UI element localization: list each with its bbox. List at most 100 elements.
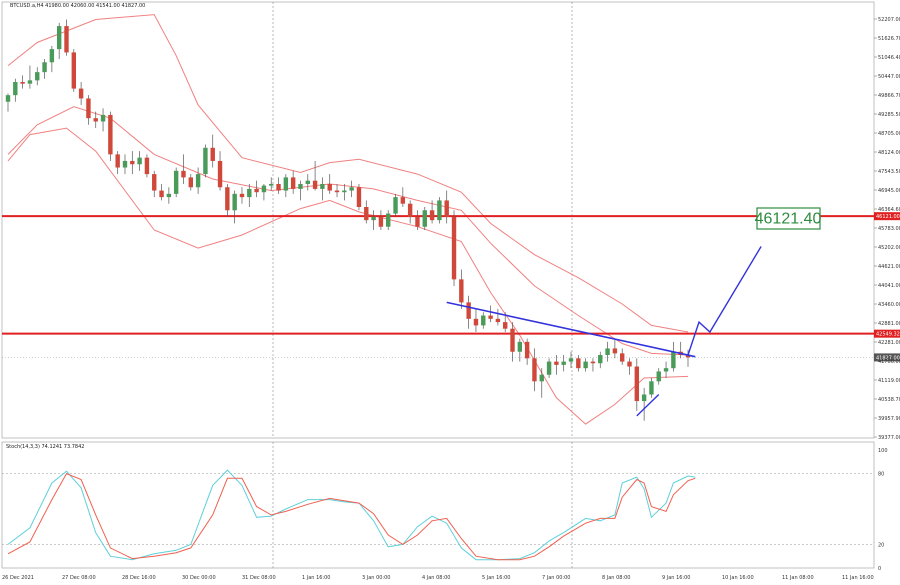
projection-path — [687, 246, 762, 356]
candle-body — [239, 193, 245, 198]
candle-body — [195, 174, 201, 188]
stochastic-lines — [7, 469, 696, 561]
x-tick-label: 11 Jan 08:00 — [782, 575, 814, 581]
candle-body — [685, 355, 691, 358]
candle-body — [100, 114, 106, 122]
projection-segment — [636, 393, 660, 417]
candle-body — [334, 190, 340, 193]
x-tick-label: 31 Dec 08:00 — [242, 575, 276, 581]
candle-body — [590, 361, 596, 364]
x-tick-label: 10 Jan 16:00 — [722, 575, 754, 581]
candle-body — [320, 183, 325, 189]
candle-body — [276, 183, 281, 191]
candle-body — [554, 361, 559, 365]
candle-body — [210, 147, 215, 161]
candle-body — [451, 216, 457, 280]
bollinger-middle — [7, 106, 689, 356]
candle-body — [517, 341, 523, 352]
candle-body — [524, 341, 530, 359]
candle-body — [576, 358, 581, 369]
candles — [5, 19, 691, 421]
candle-body — [290, 177, 296, 189]
horizontal-levels: 46121.00 42549.32 41827.00 — [2, 212, 900, 362]
y-tick-label: 45783.00 — [878, 226, 900, 232]
x-tick-label: 27 Dec 08:00 — [62, 575, 96, 581]
candle-body — [349, 187, 354, 191]
candle-body — [217, 160, 223, 188]
x-tick-label: 9 Jan 16:00 — [662, 575, 690, 581]
drawings — [446, 246, 762, 417]
candle-body — [605, 348, 610, 356]
candle-body — [130, 160, 135, 165]
candle-body — [56, 26, 62, 50]
candle-body — [166, 193, 172, 198]
candle-body — [656, 371, 661, 382]
candle-body — [144, 157, 150, 175]
candle-body — [64, 26, 69, 53]
candle-body — [71, 52, 77, 89]
candle-body — [393, 197, 398, 214]
stoch-tick-label: 0 — [878, 566, 881, 572]
stochastic-d-line — [7, 472, 696, 561]
y-tick-label: 51046.40 — [878, 55, 900, 61]
target-price-label: 46121.40 — [755, 211, 822, 228]
candle-body — [488, 315, 493, 319]
candle-body — [532, 358, 537, 382]
y-tick-label: 49866.70 — [878, 93, 900, 99]
candle-body — [108, 114, 113, 155]
y-tick-label: 41700.00 — [878, 359, 900, 365]
candle-body — [400, 197, 406, 204]
x-tick-label: 7 Jan 00:00 — [542, 575, 570, 581]
x-tick-label: 8 Jan 08:00 — [602, 575, 630, 581]
candle-body — [510, 328, 515, 352]
stoch-tick-label: 100 — [878, 448, 888, 454]
candle-body — [634, 366, 640, 402]
candle-body — [415, 216, 420, 227]
candle-body — [298, 183, 303, 189]
candle-body — [641, 394, 647, 402]
y-tick-label: 46945.00 — [878, 188, 900, 194]
candle-body — [232, 193, 237, 211]
y-tick-label: 47543.50 — [878, 169, 900, 175]
candle-body — [261, 185, 267, 193]
y-tick-label: 48124.00 — [878, 150, 900, 156]
target-price-box: 46121.40 — [755, 207, 822, 230]
candle-body — [546, 361, 552, 375]
candle-body — [671, 351, 676, 369]
candle-body — [663, 368, 669, 372]
candle-body — [181, 170, 186, 178]
candle-body — [312, 180, 318, 189]
y-tick-label: 42881.00 — [878, 321, 900, 327]
y-tick-label: 44041.00 — [878, 283, 900, 289]
x-tick-label: 3 Jan 00:00 — [362, 575, 390, 581]
candle-body — [247, 188, 252, 198]
stoch-tick-label: 20 — [878, 542, 884, 548]
candle-body — [473, 318, 479, 326]
candle-body — [422, 210, 427, 227]
candle-body — [159, 190, 164, 198]
x-tick-label: 26 Dec 2021 — [2, 575, 34, 581]
x-tick-label: 28 Dec 16:00 — [122, 575, 156, 581]
candle-body — [188, 177, 193, 188]
level-price-box — [874, 212, 900, 221]
candle-body — [356, 187, 362, 207]
trendline — [446, 301, 696, 358]
level-price-box — [874, 329, 900, 338]
candle-body — [378, 216, 384, 227]
candle-body — [173, 170, 179, 194]
candle-body — [598, 355, 603, 364]
candle-body — [371, 216, 376, 221]
bollinger-lower — [7, 127, 689, 425]
candle-body — [203, 147, 208, 175]
candle-body — [269, 183, 274, 186]
y-tick-label: 39377.00 — [878, 435, 900, 441]
symbol-info: BTCUSD.a,H4 41980.00 42060.00 41541.00 4… — [10, 3, 145, 9]
y-tick-label: 48705.00 — [878, 131, 900, 137]
candle-body — [619, 353, 625, 362]
candle-body — [27, 80, 33, 84]
candle-body — [42, 62, 47, 73]
y-tick-label: 39957.90 — [878, 416, 900, 422]
candle-body — [503, 322, 508, 329]
candle-body — [649, 381, 654, 395]
